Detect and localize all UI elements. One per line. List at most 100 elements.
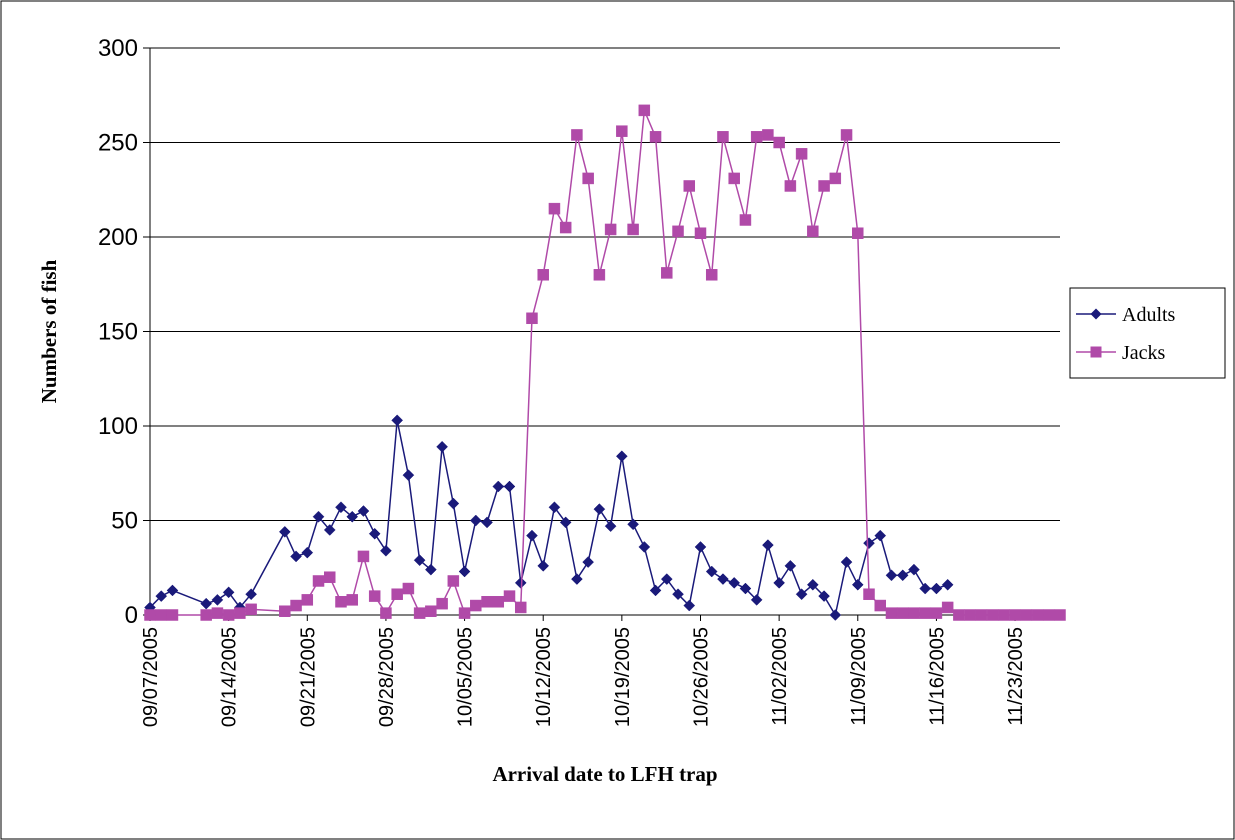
data-point: [672, 588, 684, 601]
data-point: [717, 131, 729, 143]
data-point: [357, 505, 370, 517]
data-point: [413, 554, 426, 567]
data-point: [312, 575, 325, 587]
data-point: [492, 596, 505, 608]
data-point: [638, 104, 651, 117]
x-tick-label: 10/12/2005: [533, 627, 555, 727]
x-tick-label: 10/26/2005: [690, 627, 712, 727]
data-point: [683, 599, 696, 612]
x-tick-label: 10/05/2005: [455, 627, 477, 727]
data-point: [683, 180, 696, 192]
data-point: [604, 223, 617, 236]
data-point: [806, 578, 819, 591]
data-point: [694, 541, 707, 553]
data-point: [335, 596, 347, 608]
data-point: [694, 227, 707, 239]
data-point: [413, 607, 426, 619]
x-axis-title: Arrival date to LFH trap: [492, 762, 717, 786]
data-point: [795, 588, 808, 601]
data-point: [885, 607, 898, 619]
data-point: [908, 563, 920, 576]
data-point: [975, 609, 988, 621]
data-point: [953, 609, 965, 621]
data-point: [402, 582, 415, 595]
data-point: [964, 609, 976, 621]
data-point: [503, 590, 516, 602]
data-point: [896, 607, 909, 619]
legend-label-adults: Adults: [1122, 304, 1176, 326]
data-point: [425, 605, 437, 617]
y-tick-label: 100: [98, 413, 138, 440]
data-point: [380, 607, 392, 619]
data-point: [762, 539, 774, 551]
data-point: [1043, 609, 1055, 621]
data-point: [200, 609, 212, 621]
data-point: [986, 609, 999, 621]
data-point: [391, 414, 404, 427]
data-point: [346, 594, 358, 606]
data-point: [155, 609, 167, 621]
data-point: [312, 510, 325, 523]
x-tick-label: 10/19/2005: [612, 627, 634, 727]
data-point: [301, 594, 314, 606]
data-point: [537, 269, 549, 281]
data-point: [1031, 609, 1044, 621]
data-point: [279, 605, 291, 617]
data-point: [290, 550, 302, 563]
data-point: [559, 516, 572, 529]
data-point: [492, 480, 505, 493]
data-point: [784, 560, 797, 572]
x-tick-label: 11/02/2005: [769, 627, 791, 726]
data-point: [851, 578, 864, 591]
data-point: [784, 180, 797, 192]
legend: Adults Jacks: [1069, 287, 1226, 379]
data-point: [829, 172, 842, 185]
y-axis-title: Numbers of fish: [37, 259, 61, 403]
data-point: [1054, 609, 1066, 621]
data-point: [660, 573, 673, 585]
data-point: [425, 563, 437, 576]
data-point: [762, 129, 774, 141]
y-tick-label: 50: [111, 508, 138, 535]
data-point: [245, 603, 257, 616]
series-adults: [144, 414, 954, 621]
data-point: [750, 131, 763, 143]
x-tick-label: 09/07/2005: [140, 627, 162, 727]
data-point: [728, 172, 740, 185]
data-point: [795, 148, 808, 160]
y-tick-label: 300: [98, 35, 138, 62]
data-point: [908, 607, 920, 619]
data-point: [649, 131, 662, 143]
y-tick-label: 200: [98, 224, 138, 251]
data-point: [582, 172, 594, 185]
data-point: [941, 601, 954, 614]
data-point: [638, 541, 651, 553]
data-point: [919, 582, 932, 595]
data-point: [874, 599, 886, 612]
data-point: [357, 550, 370, 563]
data-point: [616, 125, 628, 137]
data-point: [649, 584, 662, 597]
data-point: [661, 267, 673, 279]
data-point: [548, 501, 561, 514]
x-tick-label: 09/14/2005: [219, 627, 241, 727]
data-point: [571, 573, 583, 585]
legend-box: [1069, 287, 1226, 379]
data-point: [627, 223, 639, 236]
data-point: [503, 480, 516, 493]
data-point: [278, 525, 291, 538]
data-point: [211, 594, 224, 606]
x-tick-label: 11/09/2005: [848, 627, 870, 726]
data-point: [818, 590, 830, 602]
data-point: [436, 597, 448, 610]
data-point: [481, 516, 493, 529]
data-point: [863, 588, 875, 600]
data-point: [818, 180, 830, 192]
data-point: [537, 560, 550, 572]
data-point: [593, 269, 606, 281]
data-point: [852, 227, 864, 239]
series-jacks: [144, 104, 1066, 621]
data-point: [368, 590, 381, 602]
data-point: [514, 601, 527, 614]
